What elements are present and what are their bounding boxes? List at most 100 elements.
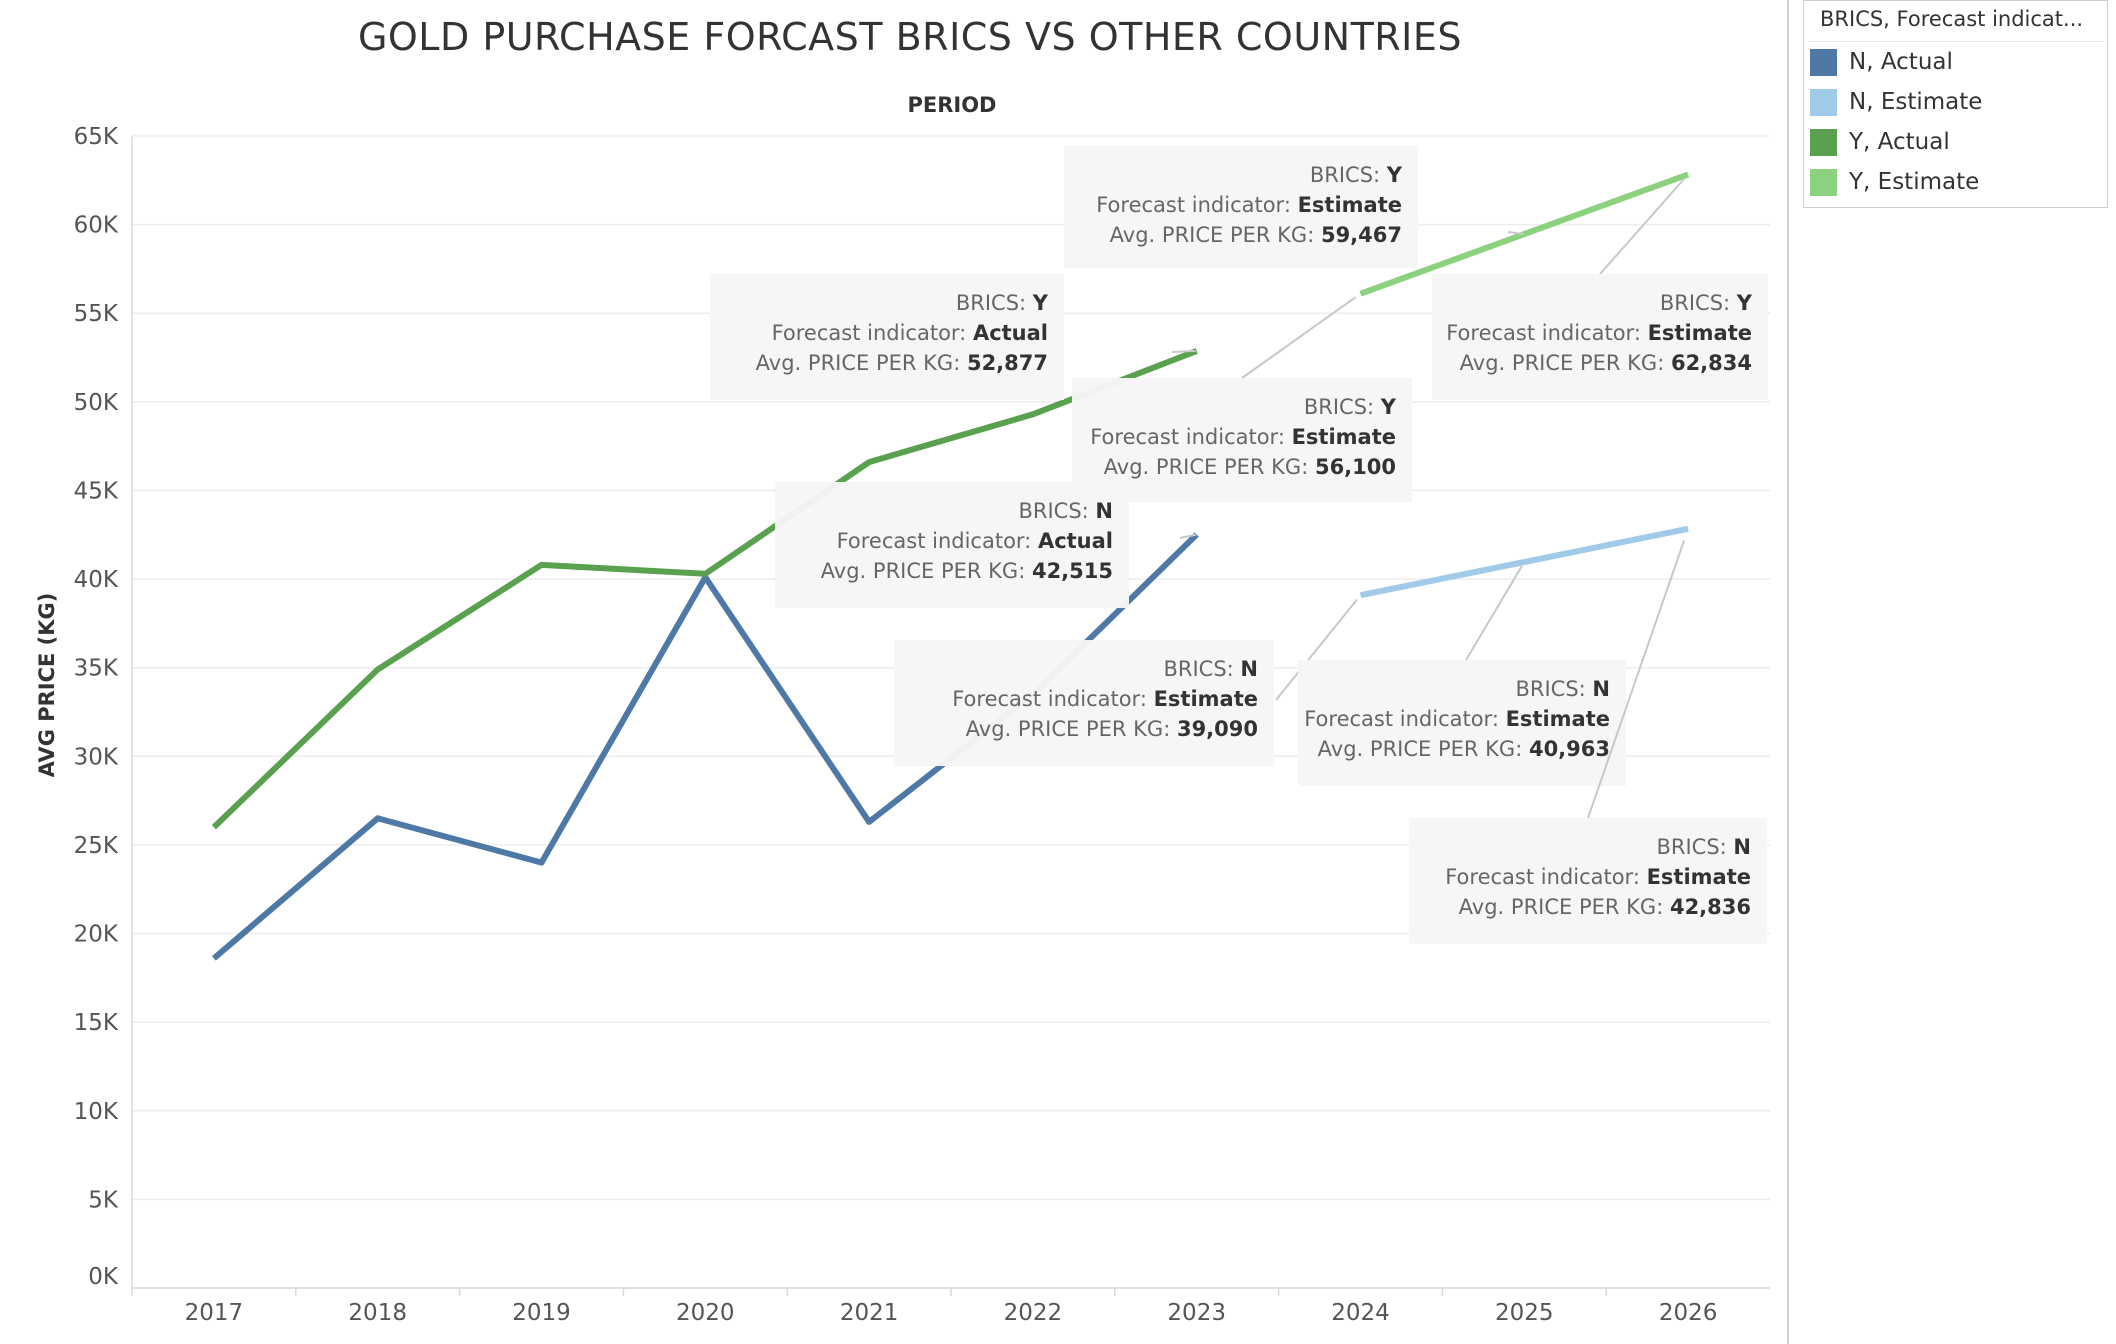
annotation-leader	[1587, 540, 1686, 819]
series-y-actual	[211, 348, 1198, 830]
annotation-key: BRICS:	[1163, 657, 1240, 681]
annotation-box	[1298, 660, 1626, 786]
legend-label: N, Estimate	[1849, 89, 1983, 115]
annotation-value: 39,090	[1177, 717, 1258, 741]
annotation-line: BRICS: Y	[956, 291, 1049, 315]
y-tick-label: 50K	[74, 390, 119, 416]
annotation-key: Forecast indicator:	[837, 529, 1038, 553]
y-tick-label: 5K	[88, 1187, 119, 1213]
annotation-value: 62,834	[1671, 351, 1752, 375]
annotation-box	[775, 482, 1129, 608]
y-tick-label: 65K	[74, 124, 119, 150]
annotation-leader	[1507, 231, 1524, 235]
legend-label: N, Actual	[1849, 49, 1953, 75]
annotation-callout: BRICS: Y Forecast indicator: Estimate Avg.…	[1064, 146, 1524, 268]
y-tick-label: 10K	[74, 1099, 119, 1125]
annotation-callout: BRICS: N Forecast indicator: Estimate Avg.…	[1298, 565, 1626, 786]
annotation-key: Forecast indicator:	[1445, 865, 1646, 889]
y-tick-label: 25K	[74, 833, 119, 859]
x-tick-label: 2026	[1659, 1300, 1718, 1326]
annotation-key: BRICS:	[1660, 291, 1737, 315]
series-n-estimate	[1359, 525, 1689, 599]
annotation-leader	[1179, 533, 1197, 539]
x-axis-title: PERIOD	[907, 93, 996, 117]
y-tick-label: 0K	[88, 1264, 119, 1290]
annotation-value: Estimate	[1154, 687, 1258, 711]
annotation-callout: BRICS: N Forecast indicator: Estimate Avg.…	[1409, 540, 1767, 944]
chart-title: GOLD PURCHASE FORCAST BRICS VS OTHER COU…	[358, 15, 1462, 59]
annotation-callout: BRICS: Y Forecast indicator: Actual Avg. P…	[710, 274, 1196, 400]
x-tick-label: 2024	[1331, 1300, 1390, 1326]
annotation-key: Forecast indicator:	[1096, 193, 1297, 217]
annotation-box	[894, 640, 1274, 766]
annotation-box	[1064, 146, 1418, 268]
x-tick-label: 2017	[185, 1300, 244, 1326]
legend-swatch	[1810, 168, 1837, 196]
series-y-estimate	[1359, 171, 1690, 297]
annotation-line: BRICS: Y	[1310, 163, 1403, 187]
annotation-value: 42,836	[1670, 895, 1751, 919]
y-tick-label: 55K	[74, 301, 119, 327]
annotation-line: BRICS: N	[1018, 499, 1113, 523]
annotation-line: Forecast indicator: Estimate	[1096, 193, 1402, 217]
x-tick-label: 2019	[512, 1300, 571, 1326]
annotation-value: Y	[1380, 395, 1397, 419]
annotation-value: Estimate	[1298, 193, 1402, 217]
legend-item-y-estimate[interactable]: Y, Estimate	[1804, 162, 2107, 202]
annotation-line: Forecast indicator: Actual	[837, 529, 1113, 553]
y-tick-label: 60K	[74, 213, 119, 239]
annotation-value: Estimate	[1292, 425, 1396, 449]
annotation-line: Avg. PRICE PER KG: 42,836	[1459, 895, 1751, 919]
annotation-line: Forecast indicator: Estimate	[1304, 707, 1610, 731]
annotation-line: Avg. PRICE PER KG: 59,467	[1110, 223, 1402, 247]
annotation-line: Avg. PRICE PER KG: 40,963	[1318, 737, 1610, 761]
annotation-line: Forecast indicator: Actual	[772, 321, 1048, 345]
y-tick-label: 45K	[74, 478, 119, 504]
annotation-line: Forecast indicator: Estimate	[1445, 865, 1751, 889]
annotation-line: BRICS: Y	[1660, 291, 1753, 315]
annotation-callout: BRICS: Y Forecast indicator: Estimate Avg.…	[1432, 177, 1768, 400]
annotation-value: 52,877	[967, 351, 1048, 375]
annotation-key: Forecast indicator:	[1304, 707, 1505, 731]
annotation-value: Y	[1736, 291, 1753, 315]
annotation-leader	[1171, 349, 1196, 353]
annotation-key: Forecast indicator:	[952, 687, 1153, 711]
x-axis-ticks: 2017 2018 2019 2020 2021 2022 2023 2024 2025 2026	[131, 1288, 1718, 1326]
legend-item-n-estimate[interactable]: N, Estimate	[1804, 82, 2107, 122]
annotation-value: Estimate	[1648, 321, 1752, 345]
annotation-key: BRICS:	[1304, 395, 1381, 419]
x-tick-label: 2023	[1167, 1300, 1226, 1326]
annotation-box	[1409, 818, 1767, 944]
annotation-key: Avg. PRICE PER KG:	[1459, 895, 1670, 919]
annotation-value: 40,963	[1529, 737, 1610, 761]
annotation-key: Avg. PRICE PER KG:	[1110, 223, 1321, 247]
annotation-value: Estimate	[1506, 707, 1610, 731]
legend-item-y-actual[interactable]: Y, Actual	[1804, 122, 2107, 162]
annotation-key: Forecast indicator:	[772, 321, 973, 345]
annotation-key: Forecast indicator:	[1090, 425, 1291, 449]
legend-swatch	[1810, 88, 1837, 116]
y-tick-label: 15K	[74, 1010, 119, 1036]
y-tick-label: 30K	[74, 744, 119, 770]
annotation-key: Avg. PRICE PER KG:	[756, 351, 967, 375]
legend[interactable]: BRICS, Forecast indicat... N, Actual N, …	[1803, 0, 2108, 208]
legend-label: Y, Estimate	[1849, 169, 1980, 195]
pane-divider	[1787, 0, 1789, 1344]
legend-item-n-actual[interactable]: N, Actual	[1804, 42, 2107, 82]
annotation-value: 56,100	[1315, 455, 1396, 479]
annotation-line: BRICS: N	[1515, 677, 1610, 701]
annotation-line: Forecast indicator: Estimate	[952, 687, 1258, 711]
x-tick-label: 2020	[676, 1300, 735, 1326]
x-tick-label: 2025	[1495, 1300, 1554, 1326]
annotation-key: BRICS:	[1310, 163, 1387, 187]
x-tick-label: 2021	[840, 1300, 899, 1326]
annotations: BRICS: Y Forecast indicator: Estimate Avg.…	[710, 146, 1768, 944]
annotation-leader	[1275, 598, 1358, 701]
annotation-value: N	[1095, 499, 1113, 523]
annotation-leader	[1465, 565, 1523, 661]
annotation-value: 59,467	[1321, 223, 1402, 247]
annotation-key: BRICS:	[1018, 499, 1095, 523]
annotation-box	[710, 274, 1064, 400]
